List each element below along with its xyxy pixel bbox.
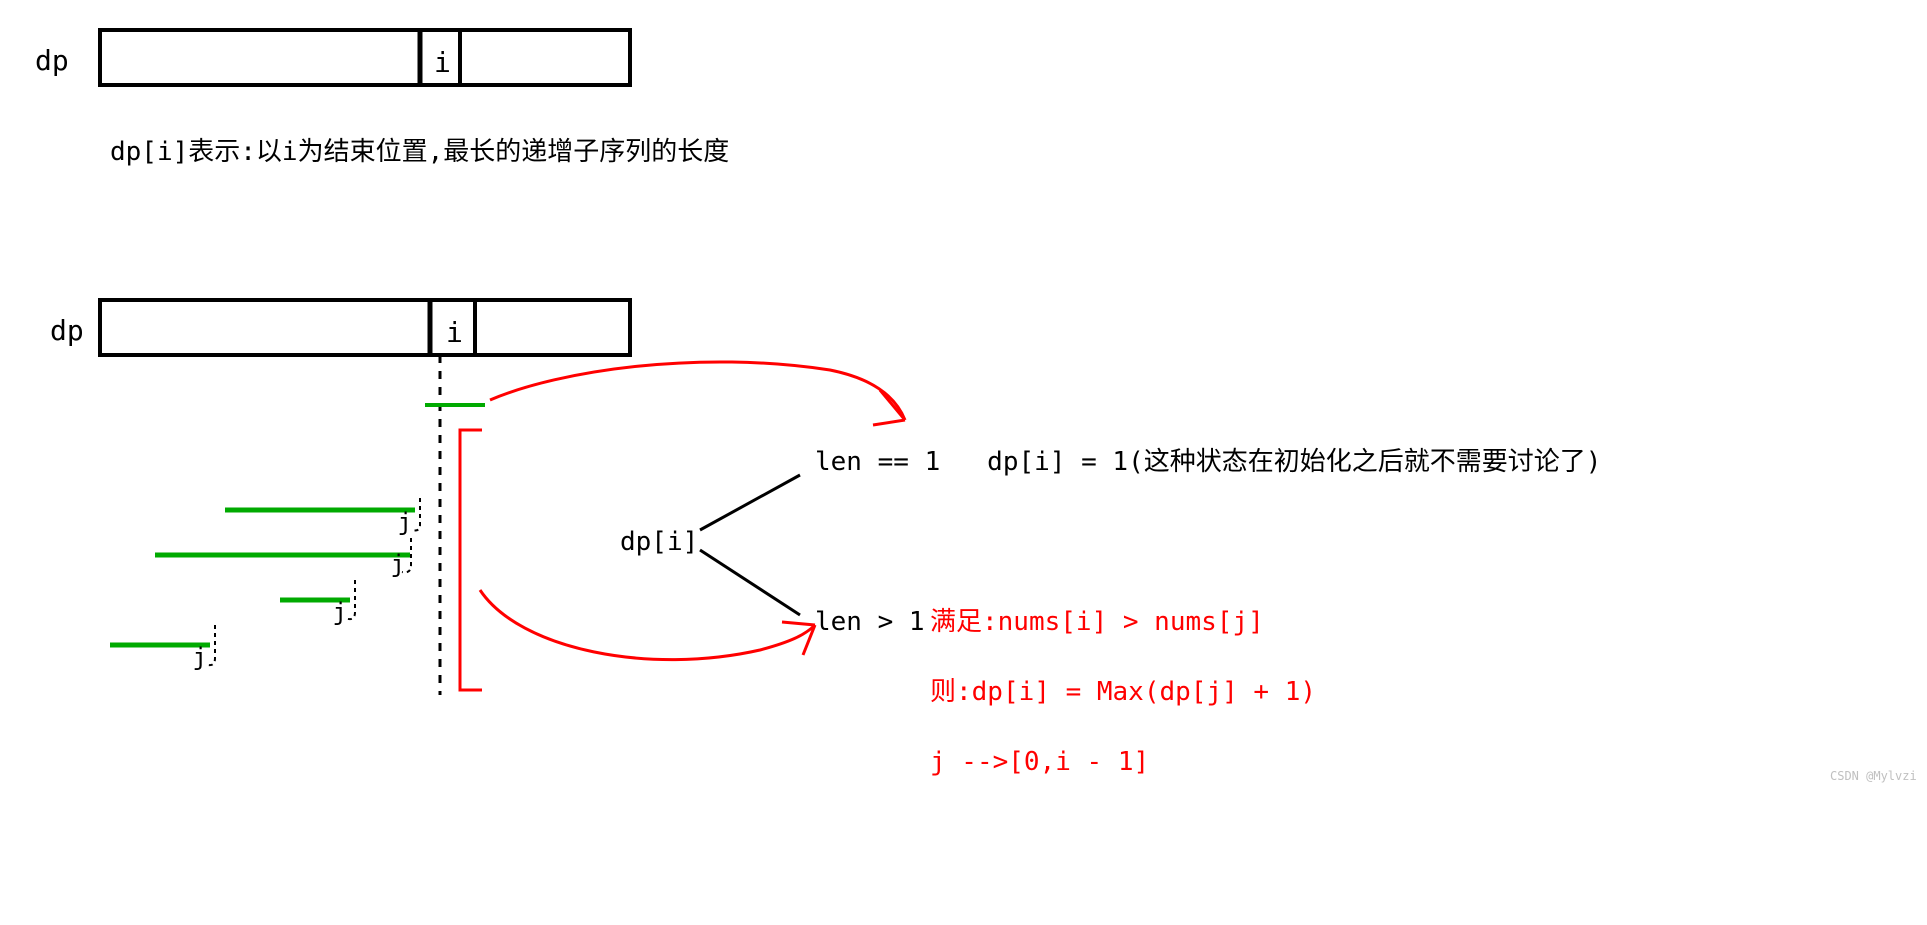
branch-line-bottom (700, 550, 800, 615)
diagram-canvas: dp i dp[i]表示:以i为结束位置,最长的递增子序列的长度 dp i j … (0, 0, 1927, 925)
i-label-2: i (446, 316, 463, 349)
j-label-4: j (193, 643, 207, 671)
j-tick-1 (412, 498, 420, 530)
definition-text: dp[i]表示:以i为结束位置,最长的递增子序列的长度 (110, 137, 729, 167)
cond-line2-text: 则:dp[i] = Max(dp[j] + 1) (930, 677, 1316, 707)
j-label-3: j (333, 598, 347, 626)
array-2-rect (100, 300, 630, 355)
center-label: dp[i] (620, 527, 698, 557)
dp-label-1: dp (35, 44, 69, 77)
branch-line-top (700, 475, 800, 530)
red-bracket (460, 430, 482, 690)
cond-header-text: 满足:nums[i] > nums[j] (930, 607, 1264, 637)
red-arrow-bottom-path (480, 590, 815, 660)
j-label-2: j (391, 550, 405, 578)
red-arrow-top-path (490, 362, 905, 420)
i-label-1: i (434, 46, 451, 79)
dp-label-2: dp (50, 314, 84, 347)
watermark-text: CSDN @Mylvzi (1830, 769, 1917, 783)
array-1-rect (100, 30, 630, 85)
red-arrow-bottom-head (782, 622, 815, 655)
cond-line3-text: j -->[0,i - 1] (930, 747, 1149, 777)
top-branch-text: len == 1 dp[i] = 1(这种状态在初始化之后就不需要讨论了) (815, 447, 1601, 477)
bottom-branch-text: len > 1 (815, 607, 925, 637)
j-label-1: j (398, 508, 412, 536)
